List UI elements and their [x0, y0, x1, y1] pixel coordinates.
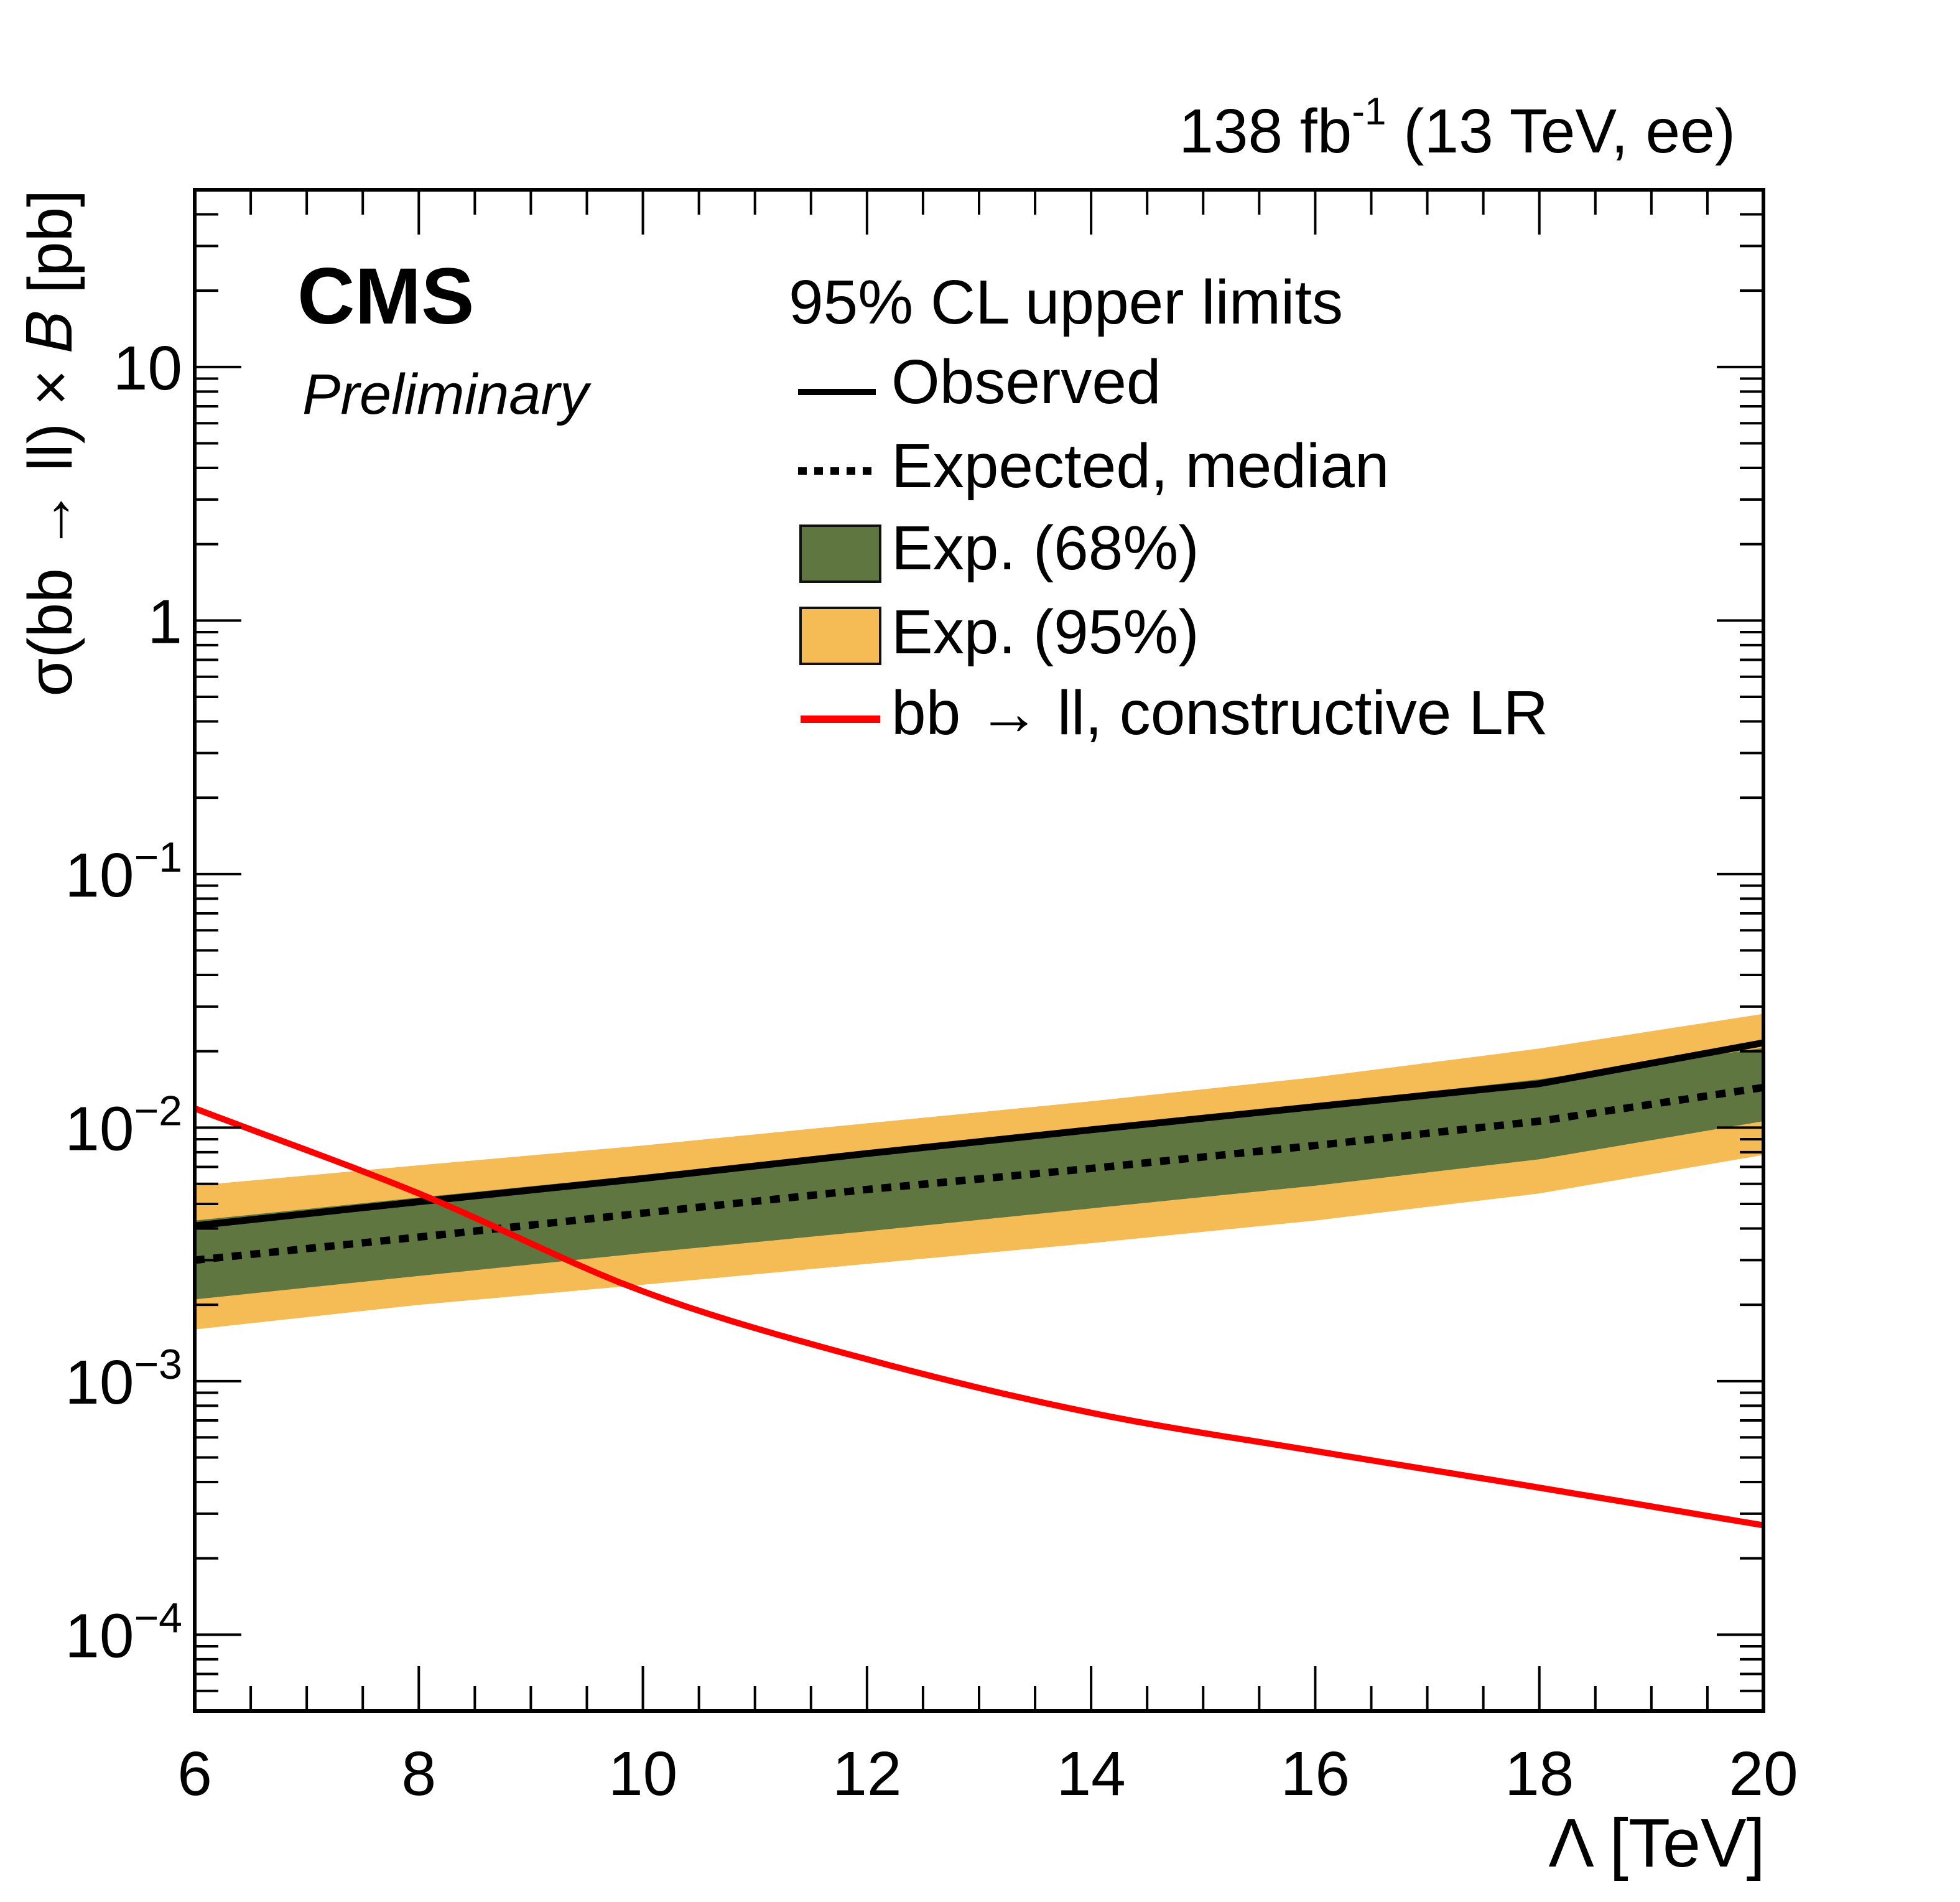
lumi-value: 138 fb — [1179, 96, 1352, 166]
y-tick-label: 10−4 — [65, 1594, 182, 1671]
y-tick-label: 1 — [147, 587, 182, 656]
x-tick-label: 6 — [177, 1739, 212, 1809]
legend-68-label: Exp. (68%) — [891, 513, 1199, 583]
y-axis-title: σ(bb → ll) × 𝐵 [pb] — [16, 190, 85, 697]
x-tick-label: 20 — [1729, 1739, 1798, 1809]
luminosity-label: 138 fb-1 (13 TeV, ee) — [1179, 90, 1735, 166]
observed-line — [194, 1039, 1764, 1229]
legend-68-swatch — [799, 524, 881, 583]
legend-theory-label: bb → ll, constructive LR — [891, 678, 1548, 748]
x-tick-label: 12 — [832, 1739, 901, 1809]
y-tick-label: 10 — [113, 333, 182, 403]
band-68-percent — [195, 1048, 1763, 1300]
bands — [195, 1014, 1763, 1330]
x-tick-label: 8 — [401, 1739, 436, 1809]
x-axis-title: Λ [TeV] — [1548, 1805, 1765, 1881]
legend: 95% CL upper limits Observed Expected, m… — [789, 268, 1548, 748]
x-tick-label: 18 — [1505, 1739, 1574, 1809]
legend-95-swatch — [799, 607, 881, 665]
x-tick-label: 10 — [608, 1739, 677, 1809]
x-tick-label: 16 — [1281, 1739, 1350, 1809]
legend-observed-label: Observed — [891, 347, 1161, 417]
legend-expected-label: Expected, median — [891, 431, 1390, 501]
plot-frame — [193, 188, 1765, 1713]
preliminary-label: Preliminary — [302, 363, 592, 426]
legend-title: 95% CL upper limits — [789, 268, 1343, 337]
cms-label: CMS — [297, 252, 474, 341]
lines — [193, 1039, 1764, 1529]
legend-95-label: Exp. (95%) — [891, 597, 1199, 667]
y-tick-label: 10−3 — [65, 1341, 182, 1417]
energy-label: (13 TeV, ee) — [1386, 96, 1735, 166]
y-tick-label: 10−2 — [65, 1087, 182, 1163]
x-tick-label: 14 — [1057, 1739, 1126, 1809]
expected-median-line — [194, 1083, 1764, 1264]
y-tick-label: 10−1 — [65, 834, 182, 910]
theory-line — [193, 1105, 1764, 1529]
axes: 6 8 10 12 14 16 18 20 10 1 10−1 10−2 10−3 10−4 — [65, 189, 1798, 1809]
lumi-exponent: -1 — [1352, 90, 1386, 133]
